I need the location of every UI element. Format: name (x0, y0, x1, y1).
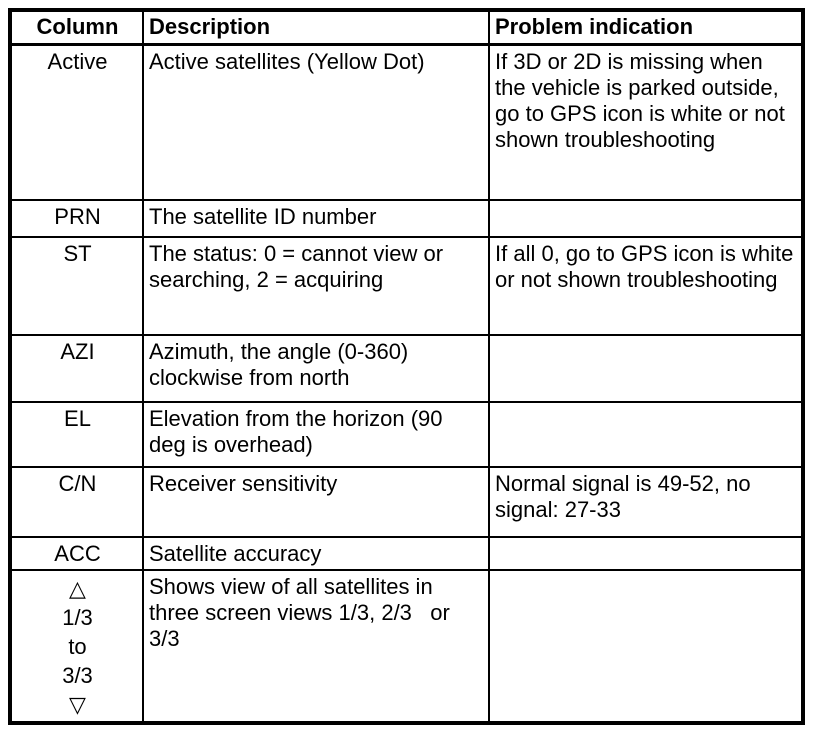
cell-cn-column: C/N (9, 466, 144, 538)
cell-acc-column: ACC (9, 536, 144, 571)
cell-active-description: Active satellites (Yellow Dot) (142, 43, 490, 201)
table-row-prn: PRN The satellite ID number (9, 199, 804, 238)
table-header-row: Column Description Problem indication (9, 9, 804, 46)
cell-prn-problem (488, 199, 804, 238)
cell-st-problem: If all 0, go to GPS icon is white or not… (488, 236, 804, 336)
cell-cn-description: Receiver sensitivity (142, 466, 490, 538)
cell-el-problem (488, 401, 804, 468)
cell-screen-views-description: Shows view of all satellites in three sc… (142, 569, 490, 724)
table-row-screen-views: △ 1/3 to 3/3 ▽ Shows view of all satelli… (9, 569, 804, 724)
table-row-azi: AZI Azimuth, the angle (0-360) clockwise… (9, 334, 804, 403)
cell-prn-description: The satellite ID number (142, 199, 490, 238)
header-column: Column (9, 9, 144, 46)
cell-el-description: Elevation from the horizon (90 deg is ov… (142, 401, 490, 468)
cell-el-column: EL (9, 401, 144, 468)
down-triangle-icon: ▽ (69, 692, 86, 717)
cell-screen-views-problem (488, 569, 804, 724)
cell-st-description: The status: 0 = cannot view or searching… (142, 236, 490, 336)
table-row-cn: C/N Receiver sensitivity Normal signal i… (9, 466, 804, 538)
table-row-acc: ACC Satellite accuracy (9, 536, 804, 571)
table-row-el: EL Elevation from the horizon (90 deg is… (9, 401, 804, 468)
cell-acc-description: Satellite accuracy (142, 536, 490, 571)
cell-st-column: ST (9, 236, 144, 336)
cell-prn-column: PRN (9, 199, 144, 238)
screen-view-last-label: 3/3 (62, 663, 93, 688)
header-description: Description (142, 9, 490, 46)
up-triangle-icon: △ (69, 576, 86, 601)
cell-azi-problem (488, 334, 804, 403)
cell-active-problem: If 3D or 2D is missing when the vehicle … (488, 43, 804, 201)
satellite-screen-reference-table: Column Description Problem indication Ac… (8, 8, 805, 725)
table-row-active: Active Active satellites (Yellow Dot) If… (9, 43, 804, 201)
cell-screen-views-column: △ 1/3 to 3/3 ▽ (9, 569, 144, 724)
table-row-st: ST The status: 0 = cannot view or search… (9, 236, 804, 336)
screen-view-first-label: 1/3 (62, 605, 93, 630)
cell-acc-problem (488, 536, 804, 571)
cell-active-column: Active (9, 43, 144, 201)
cell-azi-description: Azimuth, the angle (0-360) clockwise fro… (142, 334, 490, 403)
screen-view-to-label: to (68, 634, 87, 659)
cell-cn-problem: Normal signal is 49-52, no signal: 27-33 (488, 466, 804, 538)
cell-azi-column: AZI (9, 334, 144, 403)
header-problem-indication: Problem indication (488, 9, 804, 46)
